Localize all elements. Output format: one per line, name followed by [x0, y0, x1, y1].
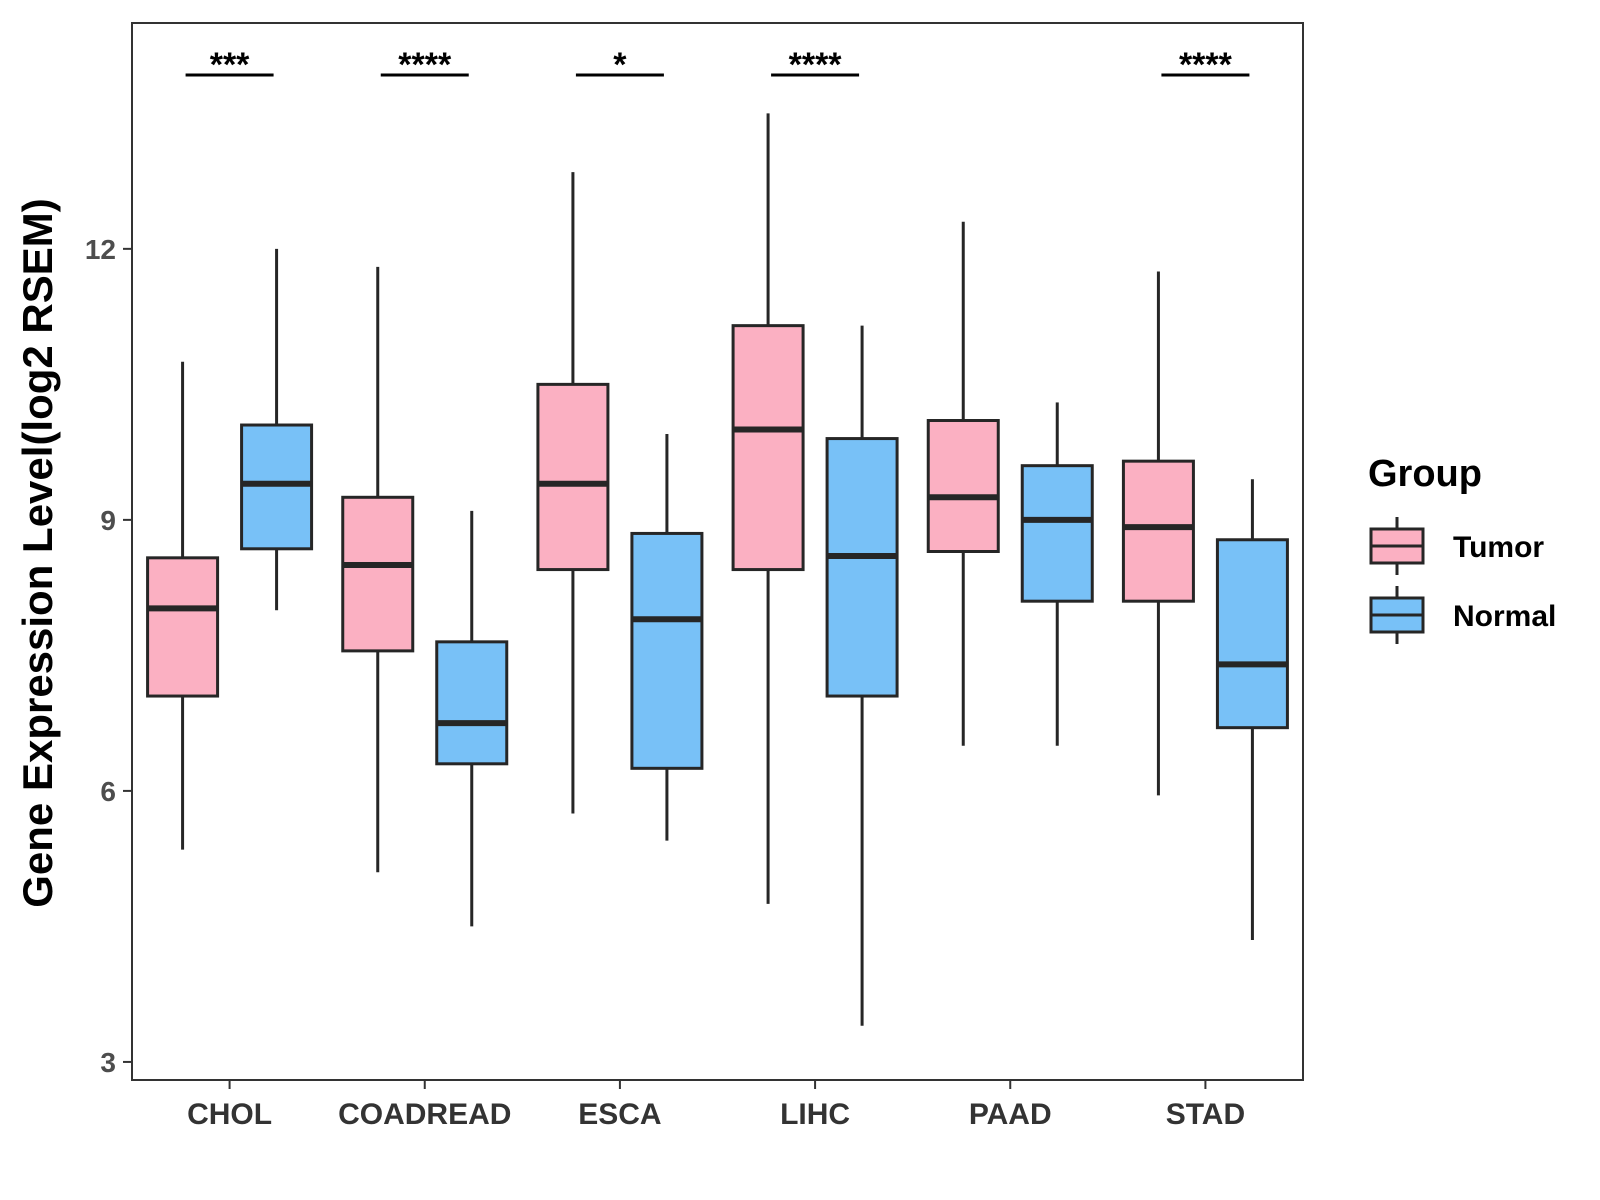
sig-label-STAD: **** [1179, 46, 1233, 84]
box-tumor-PAAD [926, 221, 1000, 746]
sig-label-ESCA: * [613, 46, 627, 84]
legend: Group Tumor Normal [1368, 453, 1556, 644]
box-body [926, 419, 1000, 553]
x-tick-label-COADREAD: COADREAD [338, 1098, 511, 1131]
y-axis-title: Gene Expression Level(log2 RSEM) [14, 198, 61, 908]
box-body [146, 556, 220, 698]
box-normal-PAAD [1020, 402, 1094, 746]
box-body [536, 382, 610, 572]
sig-label-CHOL: *** [210, 46, 250, 84]
box-tumor-ESCA [536, 172, 610, 814]
sig-label-LIHC: **** [789, 46, 843, 84]
y-tick-label-6: 6 [100, 776, 116, 807]
x-tick-label-CHOL: CHOL [187, 1098, 272, 1131]
legend-entry-normal: Normal [1369, 586, 1556, 644]
legend-entry-tumor: Tumor [1369, 517, 1544, 575]
x-tick-label-PAAD: PAAD [969, 1098, 1052, 1131]
y-tick-label-3: 3 [100, 1047, 116, 1078]
box-body [240, 423, 314, 551]
x-tick-label-ESCA: ESCA [578, 1098, 661, 1131]
axes: 3 6 9 12 CHOL COADREAD ESCA LIHC PAAD STAD [85, 22, 1304, 1131]
panel-border [131, 22, 1304, 1081]
box-normal-COADREAD [435, 510, 509, 927]
box-body [1020, 464, 1094, 603]
box-tumor-CHOL [146, 361, 220, 850]
y-tick-label-9: 9 [100, 505, 116, 536]
box-body [1121, 459, 1195, 603]
box-tumor-LIHC [731, 113, 805, 904]
box-body [630, 531, 704, 770]
box-normal-STAD [1215, 479, 1289, 940]
legend-label-normal: Normal [1453, 600, 1556, 633]
box-normal-CHOL [240, 248, 314, 611]
box-tumor-STAD [1121, 271, 1195, 796]
x-tick-label-STAD: STAD [1166, 1098, 1245, 1131]
legend-title: Group [1368, 453, 1482, 495]
y-tick-label-12: 12 [85, 234, 116, 265]
box-tumor-COADREAD [341, 266, 415, 873]
legend-label-tumor: Tumor [1453, 531, 1544, 564]
boxes [146, 113, 1289, 1026]
box-body [1215, 538, 1289, 730]
significance-annotations: *** **** * **** **** [185, 46, 1250, 84]
x-tick-label-LIHC: LIHC [780, 1098, 850, 1131]
box-normal-ESCA [630, 434, 704, 841]
box-body [435, 640, 509, 766]
box-body [825, 437, 899, 698]
box-body [341, 495, 415, 653]
box-normal-LIHC [825, 325, 899, 1026]
box-body [731, 324, 805, 572]
sig-label-COADREAD: **** [398, 46, 452, 84]
